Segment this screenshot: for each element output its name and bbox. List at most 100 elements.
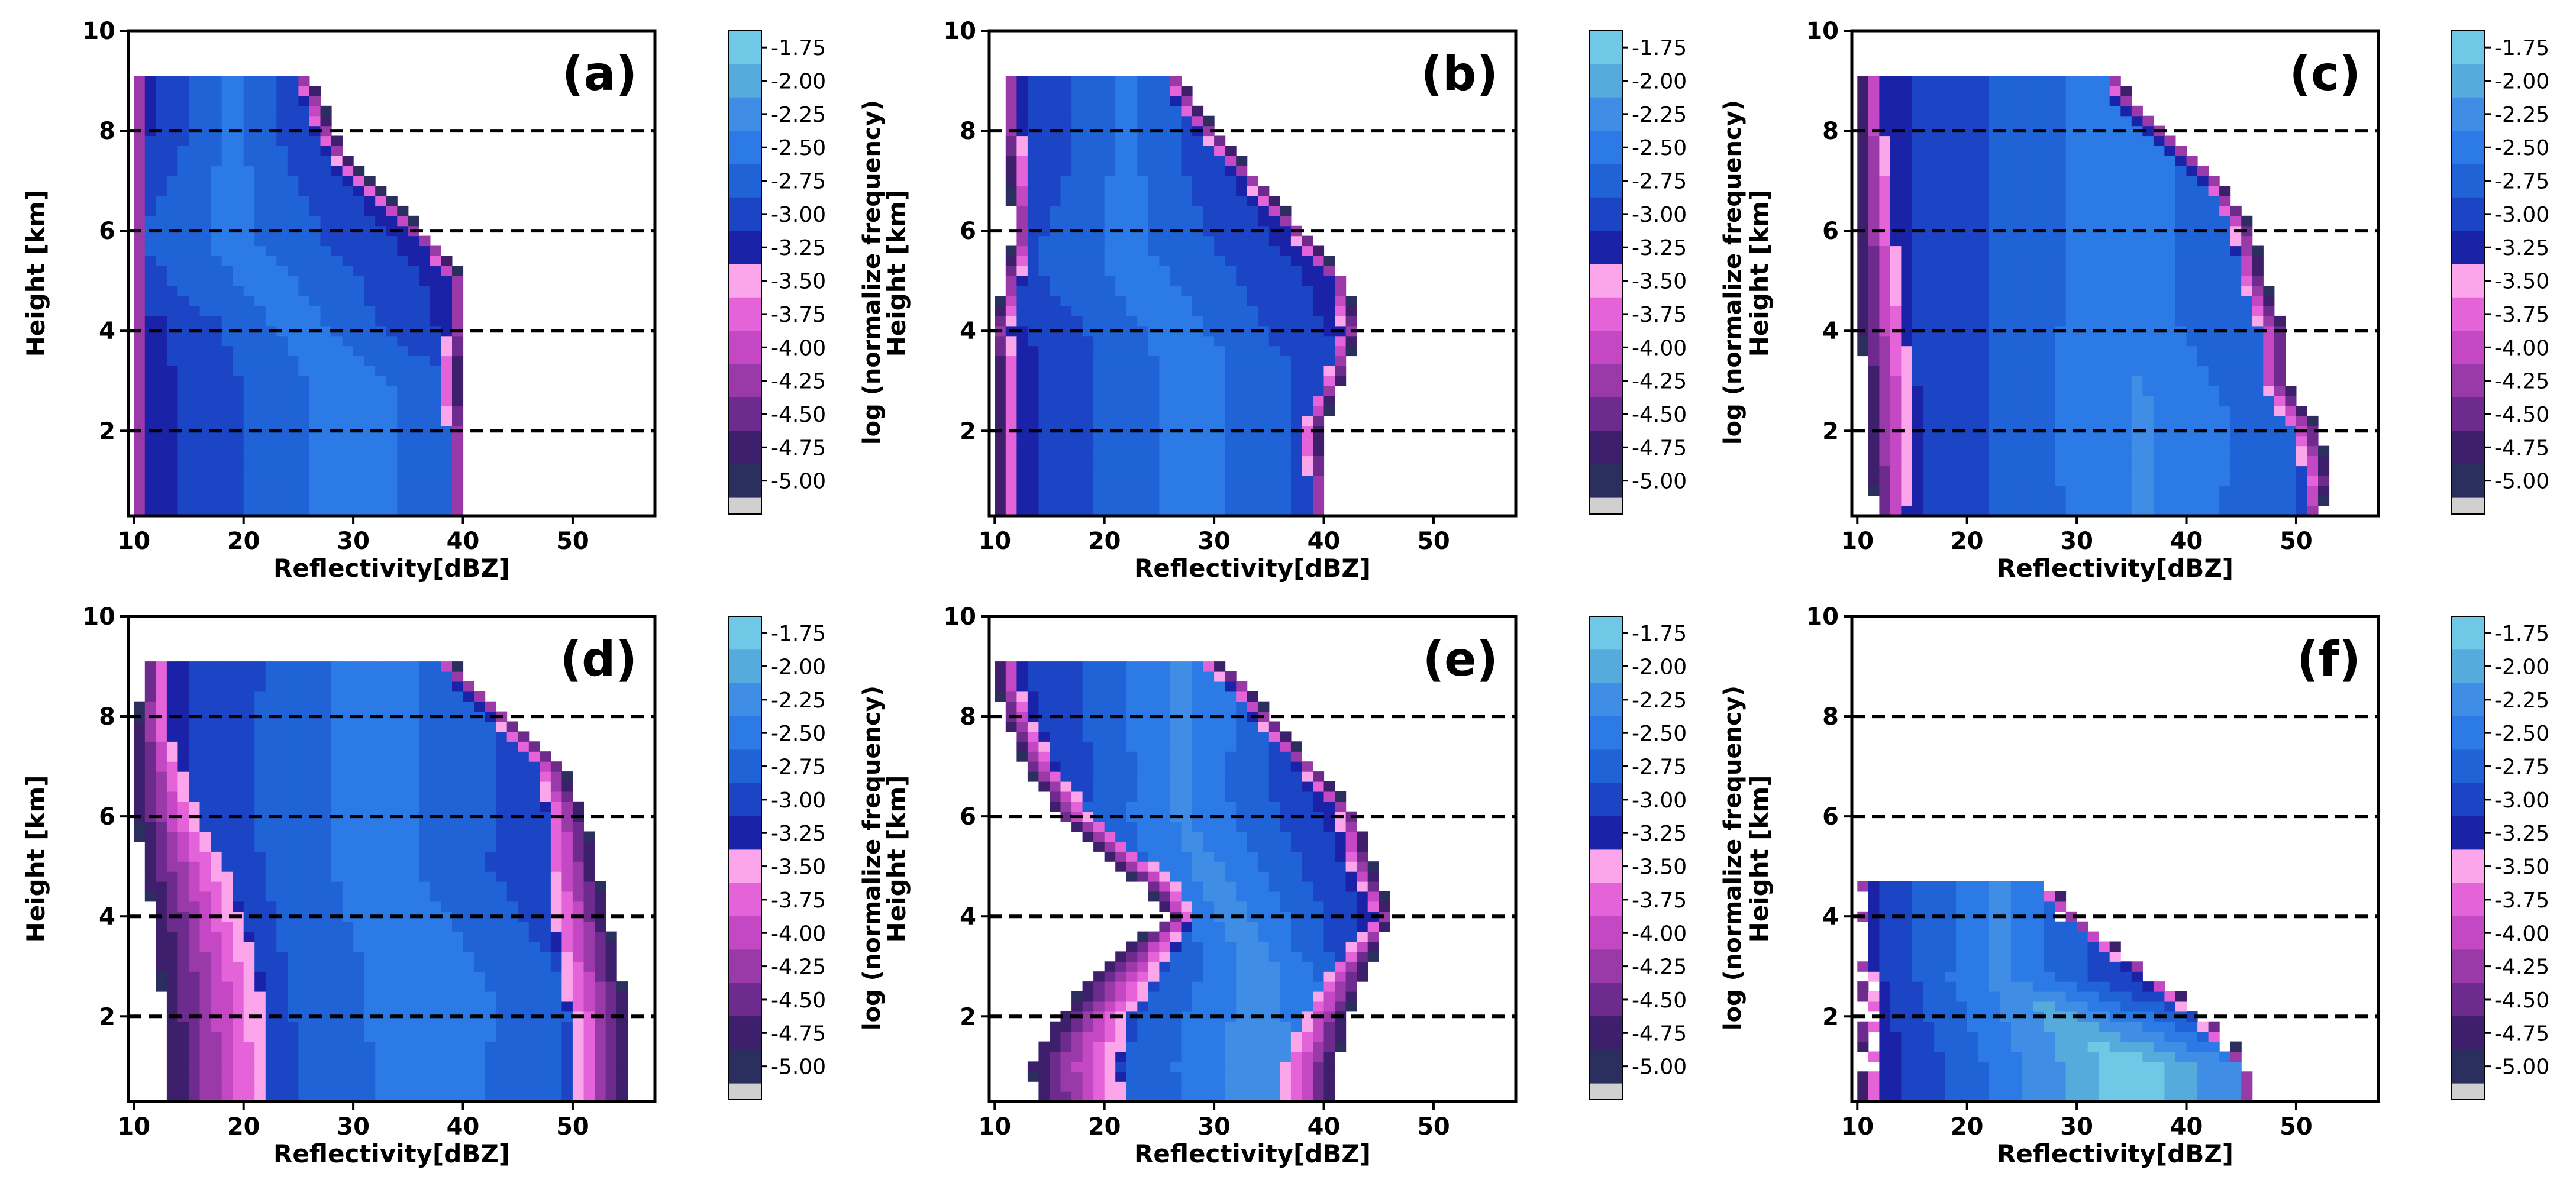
heatmap-cell xyxy=(1148,176,1160,186)
heatmap-cell xyxy=(1967,296,1978,306)
heatmap-cell xyxy=(1890,156,1902,166)
heatmap-cell xyxy=(1137,166,1149,176)
heatmap-cell xyxy=(221,991,233,1002)
heatmap-cell xyxy=(2153,135,2165,146)
heatmap-cell xyxy=(1978,305,1990,316)
heatmap-cell xyxy=(1879,205,1891,216)
colorbar-tick-label: -1.75 xyxy=(1632,36,1687,60)
colorbar-tick-label: -2.00 xyxy=(2494,70,2549,94)
heatmap-cell xyxy=(1280,455,1292,467)
heatmap-cell xyxy=(353,276,365,286)
heatmap-cell xyxy=(309,135,321,146)
heatmap-cell xyxy=(1879,396,1891,406)
heatmap-cell xyxy=(1104,135,1116,146)
heatmap-cell xyxy=(419,445,431,457)
heatmap-cell xyxy=(474,951,486,962)
heatmap-cell xyxy=(2087,415,2099,426)
heatmap-cell xyxy=(1181,115,1193,127)
heatmap-cell xyxy=(1945,95,1957,106)
heatmap-cell xyxy=(1016,146,1028,156)
heatmap-cell xyxy=(2032,235,2044,247)
heatmap-cell xyxy=(1016,256,1028,266)
heatmap-cell xyxy=(1038,105,1050,117)
heatmap-cell xyxy=(605,1051,617,1062)
heatmap-cell xyxy=(265,76,277,86)
heatmap-cell xyxy=(1857,105,1869,117)
heatmap-cell xyxy=(2285,406,2297,416)
heatmap-cell xyxy=(156,296,167,306)
heatmap-cell xyxy=(397,1061,409,1072)
heatmap-cell xyxy=(2077,335,2088,347)
heatmap-cell xyxy=(134,386,146,396)
heatmap-cell xyxy=(1268,196,1280,206)
heatmap-cell xyxy=(441,425,453,437)
heatmap-cell xyxy=(1181,356,1193,366)
heatmap-cell xyxy=(243,76,255,86)
heatmap-cell xyxy=(221,486,233,496)
heatmap-cell xyxy=(156,941,167,952)
heatmap-cell xyxy=(221,445,233,457)
heatmap-cell xyxy=(550,951,562,962)
heatmap-cell xyxy=(1934,205,1946,216)
heatmap-cell xyxy=(2010,205,2022,216)
heatmap-cell xyxy=(2099,186,2110,196)
heatmap-cell xyxy=(1082,325,1094,337)
heatmap-cell xyxy=(1148,256,1160,266)
heatmap-cell xyxy=(1082,366,1094,376)
heatmap-cell xyxy=(1005,86,1017,96)
heatmap-cell xyxy=(166,476,178,486)
heatmap-cell xyxy=(1857,296,1869,306)
heatmap-cell xyxy=(2065,296,2077,306)
heatmap-cell xyxy=(2022,115,2033,127)
plot-frame xyxy=(127,29,657,518)
heatmap-cell xyxy=(1181,396,1193,406)
heatmap-cell xyxy=(2252,415,2264,426)
heatmap-cell xyxy=(616,1021,628,1032)
heatmap-cell xyxy=(1236,376,1248,386)
heatmap-cell xyxy=(1923,276,1935,286)
heatmap-cell xyxy=(166,115,178,127)
heatmap-cell xyxy=(1258,266,1270,276)
heatmap-cell xyxy=(353,396,365,406)
heatmap-cell xyxy=(1126,215,1138,227)
heatmap-cell xyxy=(2077,105,2088,117)
heatmap-cell xyxy=(177,366,189,376)
heatmap-cell xyxy=(2307,466,2319,476)
heatmap-cell xyxy=(2055,356,2067,366)
heatmap-cell xyxy=(2208,366,2220,376)
heatmap-cell xyxy=(298,95,310,106)
heatmap-cell xyxy=(353,345,365,357)
heatmap-cell xyxy=(2252,396,2264,406)
heatmap-cell xyxy=(1879,506,1891,516)
heatmap-cell xyxy=(221,496,233,506)
heatmap-cell xyxy=(189,335,201,347)
heatmap-cell xyxy=(386,305,398,316)
heatmap-cell xyxy=(2055,135,2067,146)
heatmap-cell xyxy=(342,941,354,952)
heatmap-cell xyxy=(331,1021,343,1032)
heatmap-cell xyxy=(1126,86,1138,96)
heatmap-cell xyxy=(1050,245,1061,256)
colorbar-swatch xyxy=(2452,64,2485,98)
heatmap-cell xyxy=(134,276,146,286)
heatmap-cell xyxy=(276,296,288,306)
heatmap-cell xyxy=(1126,486,1138,496)
heatmap-cell xyxy=(397,376,409,386)
heatmap-cell xyxy=(1967,266,1978,276)
heatmap-cell xyxy=(309,951,321,962)
heatmap-cell xyxy=(2065,386,2077,396)
heatmap-cell xyxy=(550,1071,562,1082)
heatmap-cell xyxy=(995,386,1006,396)
heatmap-cell xyxy=(2197,335,2209,347)
heatmap-cell xyxy=(1302,245,1313,256)
heatmap-cell xyxy=(1258,256,1270,266)
heatmap-cell xyxy=(1945,105,1957,117)
heatmap-cell xyxy=(199,315,211,327)
heatmap-cell xyxy=(1093,366,1105,376)
heatmap-cell xyxy=(583,951,595,962)
x-tick-label: 40 xyxy=(1308,528,1341,555)
heatmap-cell xyxy=(243,345,255,357)
heatmap-cell xyxy=(189,991,201,1002)
heatmap-cell xyxy=(2186,376,2198,386)
heatmap-cell xyxy=(2186,466,2198,476)
